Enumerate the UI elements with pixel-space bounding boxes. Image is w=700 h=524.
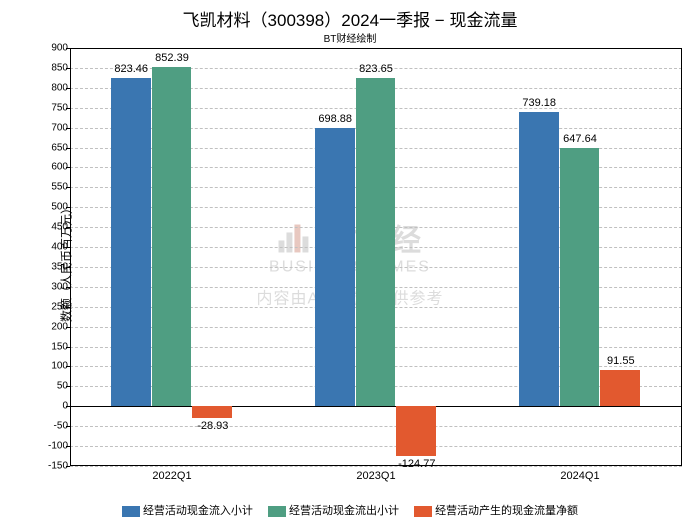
y-tick-label: 450: [38, 222, 68, 233]
y-tick-label: 100: [38, 361, 68, 372]
y-tick-label: 650: [38, 142, 68, 153]
y-tick-label: 300: [38, 281, 68, 292]
x-tick-label: 2023Q1: [356, 470, 395, 482]
cash-flow-chart: 飞凯材料（300398）2024一季报 − 现金流量 BT财经绘制 数额（人民币…: [0, 0, 700, 524]
y-tick-label: -50: [38, 421, 68, 432]
y-tick-label: 200: [38, 321, 68, 332]
legend-item-2: 经营活动产生的现金流量净额: [414, 502, 578, 518]
legend-item-0: 经营活动现金流入小计: [122, 502, 253, 518]
y-tick-label: 800: [38, 82, 68, 93]
y-tick-label: 250: [38, 301, 68, 312]
chart-title: 飞凯材料（300398）2024一季报 − 现金流量: [0, 6, 700, 31]
legend-label-2: 经营活动产生的现金流量净额: [435, 505, 578, 517]
legend-label-0: 经营活动现金流入小计: [143, 505, 253, 517]
legend: 经营活动现金流入小计 经营活动现金流出小计 经营活动产生的现金流量净额: [0, 502, 700, 518]
y-tick-label: 850: [38, 62, 68, 73]
legend-label-1: 经营活动现金流出小计: [289, 505, 399, 517]
chart-subtitle: BT财经绘制: [0, 30, 700, 45]
x-tick-label: 2022Q1: [152, 470, 191, 482]
legend-swatch-0: [122, 506, 140, 517]
y-tick-label: 150: [38, 341, 68, 352]
y-tick-label: 750: [38, 102, 68, 113]
gridline: [70, 466, 682, 467]
x-tick-label: 2024Q1: [560, 470, 599, 482]
y-tick-label: 700: [38, 122, 68, 133]
legend-swatch-1: [268, 506, 286, 517]
y-tick-label: 350: [38, 261, 68, 272]
plot-border: [70, 48, 682, 466]
y-tick-label: -150: [38, 461, 68, 472]
y-tick-label: 0: [38, 401, 68, 412]
y-tick-label: 550: [38, 182, 68, 193]
y-tick-label: 500: [38, 202, 68, 213]
legend-item-1: 经营活动现金流出小计: [268, 502, 399, 518]
y-tick-label: 50: [38, 381, 68, 392]
y-tick-label: 600: [38, 162, 68, 173]
legend-swatch-2: [414, 506, 432, 517]
y-tick-label: -100: [38, 441, 68, 452]
y-tick-label: 400: [38, 242, 68, 253]
y-tick-label: 900: [38, 43, 68, 54]
